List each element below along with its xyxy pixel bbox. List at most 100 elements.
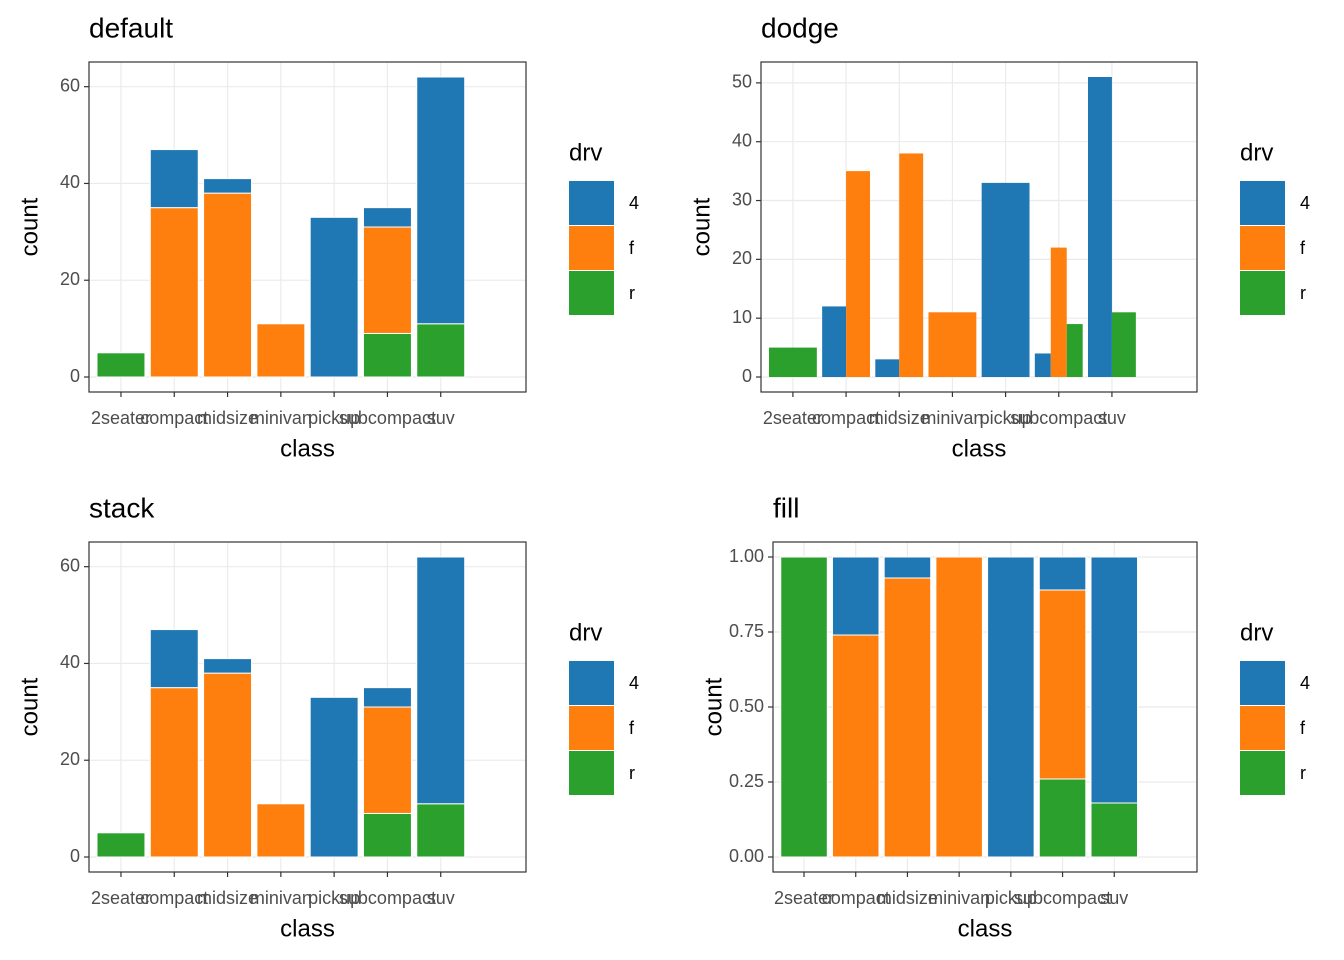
legend-label: f — [629, 718, 635, 738]
legend-title: drv — [1240, 619, 1273, 646]
legend-key — [569, 181, 614, 225]
bar — [1090, 802, 1139, 858]
y-tick-label: 0 — [70, 846, 80, 866]
y-tick-label: 50 — [732, 72, 752, 92]
bar — [846, 171, 870, 377]
panel-title: stack — [89, 492, 155, 523]
bar — [1038, 778, 1087, 858]
x-tick-label: minivan — [921, 408, 983, 428]
bar — [768, 347, 817, 377]
x-tick-label: pickup — [985, 888, 1037, 908]
legend-label: 4 — [629, 193, 639, 213]
panel-border — [760, 61, 1198, 393]
x-tick-label: 2seater — [91, 408, 151, 428]
legend-key — [1240, 706, 1285, 750]
x-tick-label: midsize — [197, 888, 258, 908]
bar — [875, 359, 900, 377]
bar — [309, 216, 359, 378]
bar — [1066, 324, 1083, 377]
legend-label: 4 — [1300, 193, 1310, 213]
bar — [362, 706, 412, 814]
y-tick-label: 0.50 — [729, 696, 764, 716]
legend-label: r — [629, 763, 635, 783]
bar — [1034, 353, 1051, 377]
bar — [883, 556, 932, 579]
legend-label: r — [629, 283, 635, 303]
x-tick-label: 2seater — [774, 888, 834, 908]
legend-label: 4 — [1300, 673, 1310, 693]
panel-title: fill — [773, 492, 799, 523]
bar — [416, 323, 466, 378]
legend-title: drv — [569, 139, 602, 166]
x-tick-label: subcompact — [1010, 408, 1107, 428]
legend-title: drv — [569, 619, 602, 646]
x-tick-label: suv — [427, 888, 455, 908]
bar — [203, 178, 253, 194]
y-tick-label: 40 — [732, 130, 752, 150]
legend-title: drv — [1240, 139, 1273, 166]
bar — [1088, 77, 1112, 377]
bar — [256, 803, 306, 858]
bar — [780, 556, 828, 858]
bar — [309, 696, 359, 858]
x-tick-label: midsize — [197, 408, 258, 428]
legend-key — [1240, 181, 1285, 225]
bar — [149, 629, 199, 689]
bar — [362, 226, 412, 334]
y-tick-label: 40 — [60, 172, 80, 192]
y-axis-title: count — [16, 677, 43, 736]
y-tick-label: 0 — [70, 366, 80, 386]
x-tick-label: minivan — [250, 888, 312, 908]
bar — [416, 76, 466, 325]
x-tick-label: minivan — [250, 408, 312, 428]
y-tick-label: 0.75 — [729, 621, 764, 641]
bar — [416, 803, 466, 858]
x-tick-label: subcompact — [339, 408, 436, 428]
bar — [1038, 589, 1087, 780]
y-tick-label: 1.00 — [729, 546, 764, 566]
bar — [928, 312, 977, 377]
legend-key — [1240, 226, 1285, 270]
bar — [1050, 247, 1067, 377]
x-tick-label: pickup — [980, 408, 1032, 428]
bar — [203, 192, 253, 378]
panel-border — [88, 61, 527, 393]
legend-key — [569, 226, 614, 270]
y-tick-label: 20 — [732, 248, 752, 268]
bar — [987, 556, 1035, 858]
y-tick-label: 20 — [60, 269, 80, 289]
panel-title: default — [89, 12, 173, 43]
legend-key — [1240, 661, 1285, 705]
y-tick-label: 60 — [60, 75, 80, 95]
legend-label: f — [1300, 238, 1306, 258]
bar — [981, 182, 1030, 377]
legend-key — [569, 271, 614, 315]
bar — [203, 672, 253, 858]
x-tick-label: 2seater — [763, 408, 823, 428]
x-tick-label: subcompact — [1014, 888, 1111, 908]
bar — [362, 332, 412, 378]
bar — [416, 556, 466, 805]
legend-label: r — [1300, 283, 1306, 303]
y-tick-label: 60 — [60, 555, 80, 575]
bar — [831, 556, 880, 636]
x-tick-label: pickup — [308, 408, 360, 428]
legend-key — [1240, 751, 1285, 795]
y-tick-label: 10 — [732, 307, 752, 327]
x-tick-label: pickup — [308, 888, 360, 908]
x-tick-label: compact — [822, 888, 890, 908]
x-tick-label: compact — [140, 888, 208, 908]
bar — [149, 687, 199, 858]
bar — [362, 812, 412, 858]
bar — [883, 577, 932, 858]
bar — [362, 687, 412, 708]
panel-border — [88, 541, 527, 873]
bar — [1090, 556, 1139, 804]
bar — [935, 556, 983, 858]
bar — [822, 306, 847, 377]
x-tick-label: midsize — [869, 408, 930, 428]
legend-label: f — [1300, 718, 1306, 738]
bar — [1111, 312, 1136, 377]
